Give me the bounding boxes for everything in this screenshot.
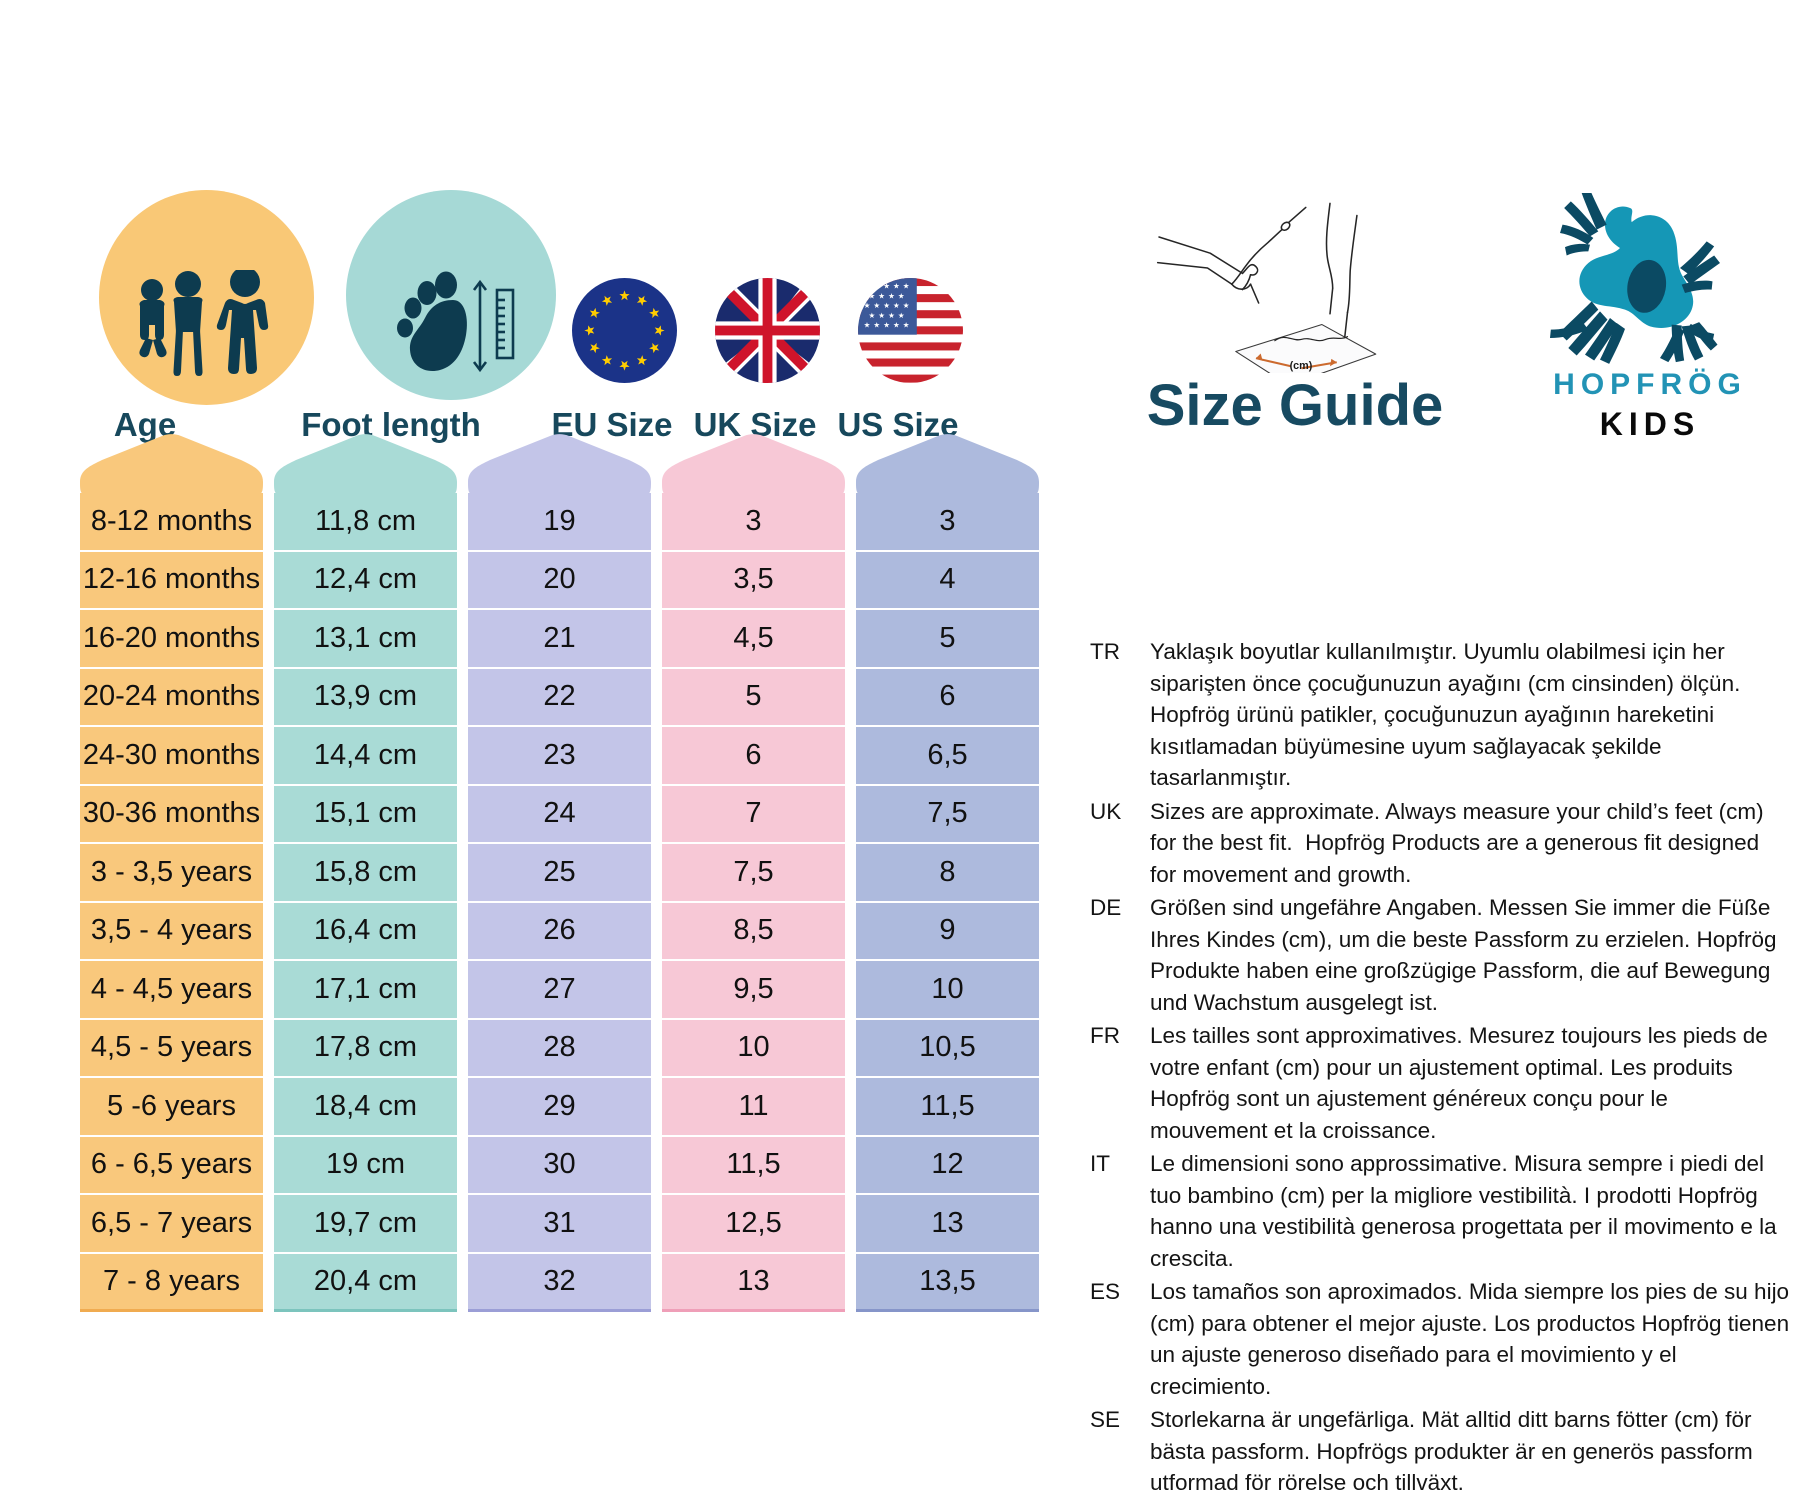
svg-text:★: ★ — [888, 311, 895, 320]
svg-text:★: ★ — [888, 291, 895, 300]
svg-text:★: ★ — [873, 321, 880, 330]
svg-text:★: ★ — [869, 311, 876, 320]
svg-text:★: ★ — [864, 321, 871, 330]
svg-text:★: ★ — [878, 291, 885, 300]
svg-text:★: ★ — [903, 282, 910, 291]
svg-text:★: ★ — [893, 301, 900, 310]
svg-text:★: ★ — [893, 321, 900, 330]
svg-text:★: ★ — [864, 301, 871, 310]
svg-text:★: ★ — [883, 301, 890, 310]
svg-text:★: ★ — [873, 301, 880, 310]
svg-text:(cm): (cm) — [1290, 360, 1313, 372]
svg-text:★: ★ — [893, 282, 900, 291]
svg-text:★: ★ — [883, 282, 890, 291]
svg-text:★: ★ — [878, 311, 885, 320]
svg-text:★: ★ — [883, 321, 890, 330]
svg-text:★: ★ — [873, 282, 880, 291]
svg-text:★: ★ — [869, 291, 876, 300]
svg-text:★: ★ — [903, 321, 910, 330]
svg-text:★: ★ — [903, 301, 910, 310]
svg-text:★: ★ — [898, 291, 905, 300]
svg-text:★: ★ — [864, 282, 871, 291]
svg-text:★: ★ — [898, 311, 905, 320]
